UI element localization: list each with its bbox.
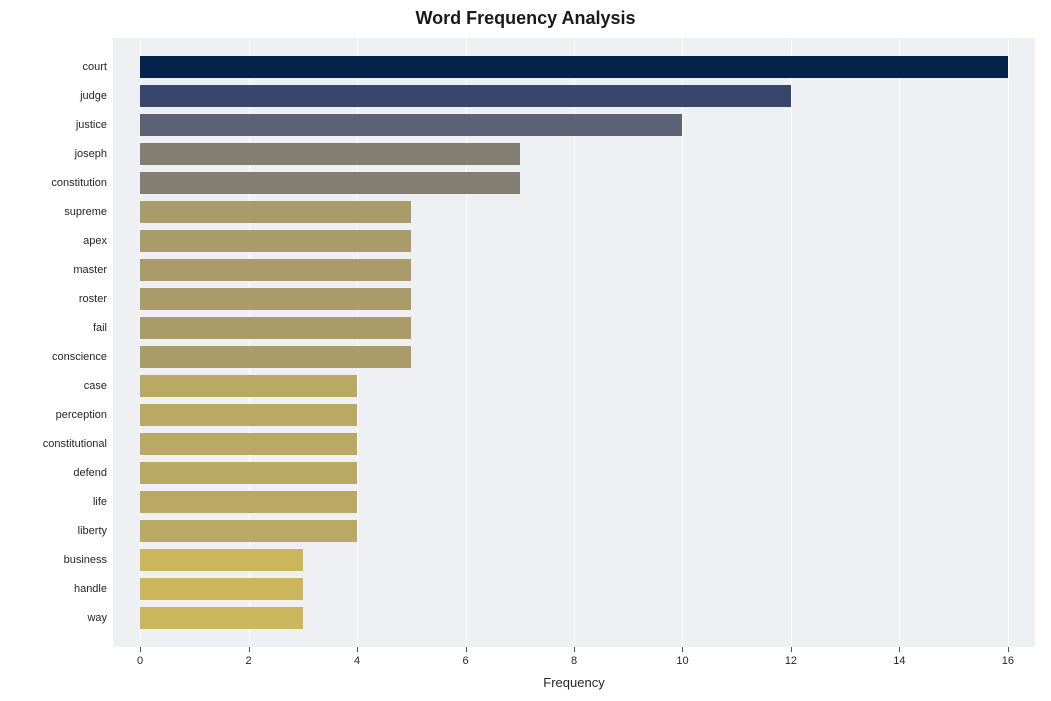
chart-container: Word Frequency Analysis court judge justic… (0, 0, 1051, 701)
y-tick-label: joseph (75, 148, 107, 160)
x-tick-mark (140, 647, 141, 652)
x-tick-mark (249, 647, 250, 652)
y-tick-label: roster (79, 293, 107, 305)
bar (140, 172, 520, 195)
chart-title: Word Frequency Analysis (0, 8, 1051, 29)
y-tick-label: way (87, 612, 107, 624)
bar (140, 375, 357, 398)
y-tick-label: constitutional (43, 438, 107, 450)
x-tick-label: 10 (676, 655, 688, 667)
bar (140, 549, 303, 572)
y-tick-label: business (64, 554, 107, 566)
bar (140, 578, 303, 601)
y-tick-label: defend (73, 467, 107, 479)
y-tick-label: constitution (51, 177, 107, 189)
y-tick-label: handle (74, 583, 107, 595)
x-tick-label: 4 (354, 655, 360, 667)
x-tick-mark (357, 647, 358, 652)
bar (140, 56, 1008, 79)
bar (140, 462, 357, 485)
bar (140, 404, 357, 427)
y-tick-label: justice (76, 119, 107, 131)
gridline (1008, 38, 1009, 647)
y-tick-label: apex (83, 235, 107, 247)
y-tick-label: fail (93, 322, 107, 334)
bar (140, 317, 411, 340)
y-tick-label: master (73, 264, 107, 276)
x-tick-label: 16 (1002, 655, 1014, 667)
y-tick-label: perception (56, 409, 107, 421)
bar (140, 259, 411, 282)
bar (140, 85, 791, 108)
y-tick-label: supreme (64, 206, 107, 218)
y-tick-label: case (84, 380, 107, 392)
x-tick-mark (682, 647, 683, 652)
x-tick-label: 0 (137, 655, 143, 667)
x-tick-label: 2 (246, 655, 252, 667)
gridline (899, 38, 900, 647)
x-tick-mark (1008, 647, 1009, 652)
y-tick-label: liberty (78, 525, 107, 537)
gridline (791, 38, 792, 647)
x-tick-mark (899, 647, 900, 652)
y-tick-label: life (93, 496, 107, 508)
y-tick-label: judge (80, 90, 107, 102)
bar (140, 230, 411, 253)
bar (140, 114, 682, 137)
bar (140, 346, 411, 369)
bar (140, 491, 357, 514)
x-tick-label: 6 (462, 655, 468, 667)
x-tick-label: 12 (785, 655, 797, 667)
x-tick-mark (466, 647, 467, 652)
x-tick-label: 14 (893, 655, 905, 667)
x-tick-label: 8 (571, 655, 577, 667)
bar (140, 201, 411, 224)
x-axis-label: Frequency (113, 675, 1035, 690)
bar (140, 433, 357, 456)
plot-area (113, 38, 1035, 647)
x-tick-mark (574, 647, 575, 652)
y-tick-label: conscience (52, 351, 107, 363)
bar (140, 520, 357, 543)
bar (140, 288, 411, 311)
bar (140, 143, 520, 166)
bar (140, 607, 303, 630)
gridline (682, 38, 683, 647)
x-tick-mark (791, 647, 792, 652)
y-tick-label: court (83, 61, 107, 73)
